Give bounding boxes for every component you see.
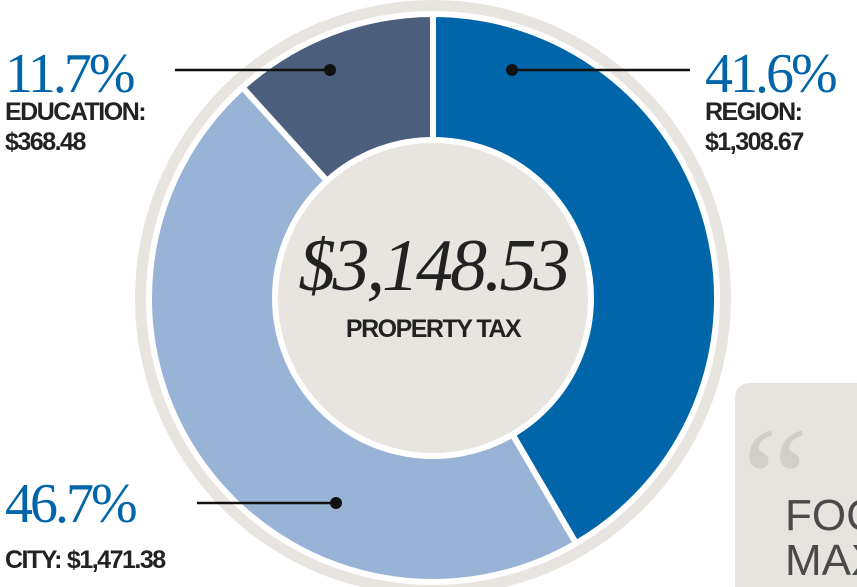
slice xyxy=(146,83,581,585)
amount-label: $1,308.67 xyxy=(705,128,803,156)
category-name: CITY: xyxy=(5,546,61,574)
value-label: 46.7% xyxy=(5,473,136,535)
quote-line: FOC xyxy=(785,491,857,540)
leader-dot xyxy=(506,64,518,76)
center-caption: PROPERTY TAX xyxy=(346,315,522,343)
leader-dot xyxy=(330,497,342,509)
quote-line: MAX xyxy=(785,536,857,585)
quote-mark: “ xyxy=(742,397,809,563)
leader-dot xyxy=(324,64,336,76)
value-label: 11.7% xyxy=(5,43,134,105)
category-label: CITY: $1,471.38 xyxy=(5,546,166,574)
category-label: REGION: xyxy=(705,98,801,126)
amount-label: $368.48 xyxy=(5,128,86,156)
slices xyxy=(146,10,720,585)
quote-box xyxy=(735,383,857,587)
center-total: $3,148.53 xyxy=(299,225,569,307)
slice xyxy=(430,10,720,548)
category-label: EDUCATION: xyxy=(5,98,145,126)
slice xyxy=(238,10,436,186)
value-label: 41.6% xyxy=(705,43,836,105)
amount-label: $1,471.38 xyxy=(67,546,166,574)
